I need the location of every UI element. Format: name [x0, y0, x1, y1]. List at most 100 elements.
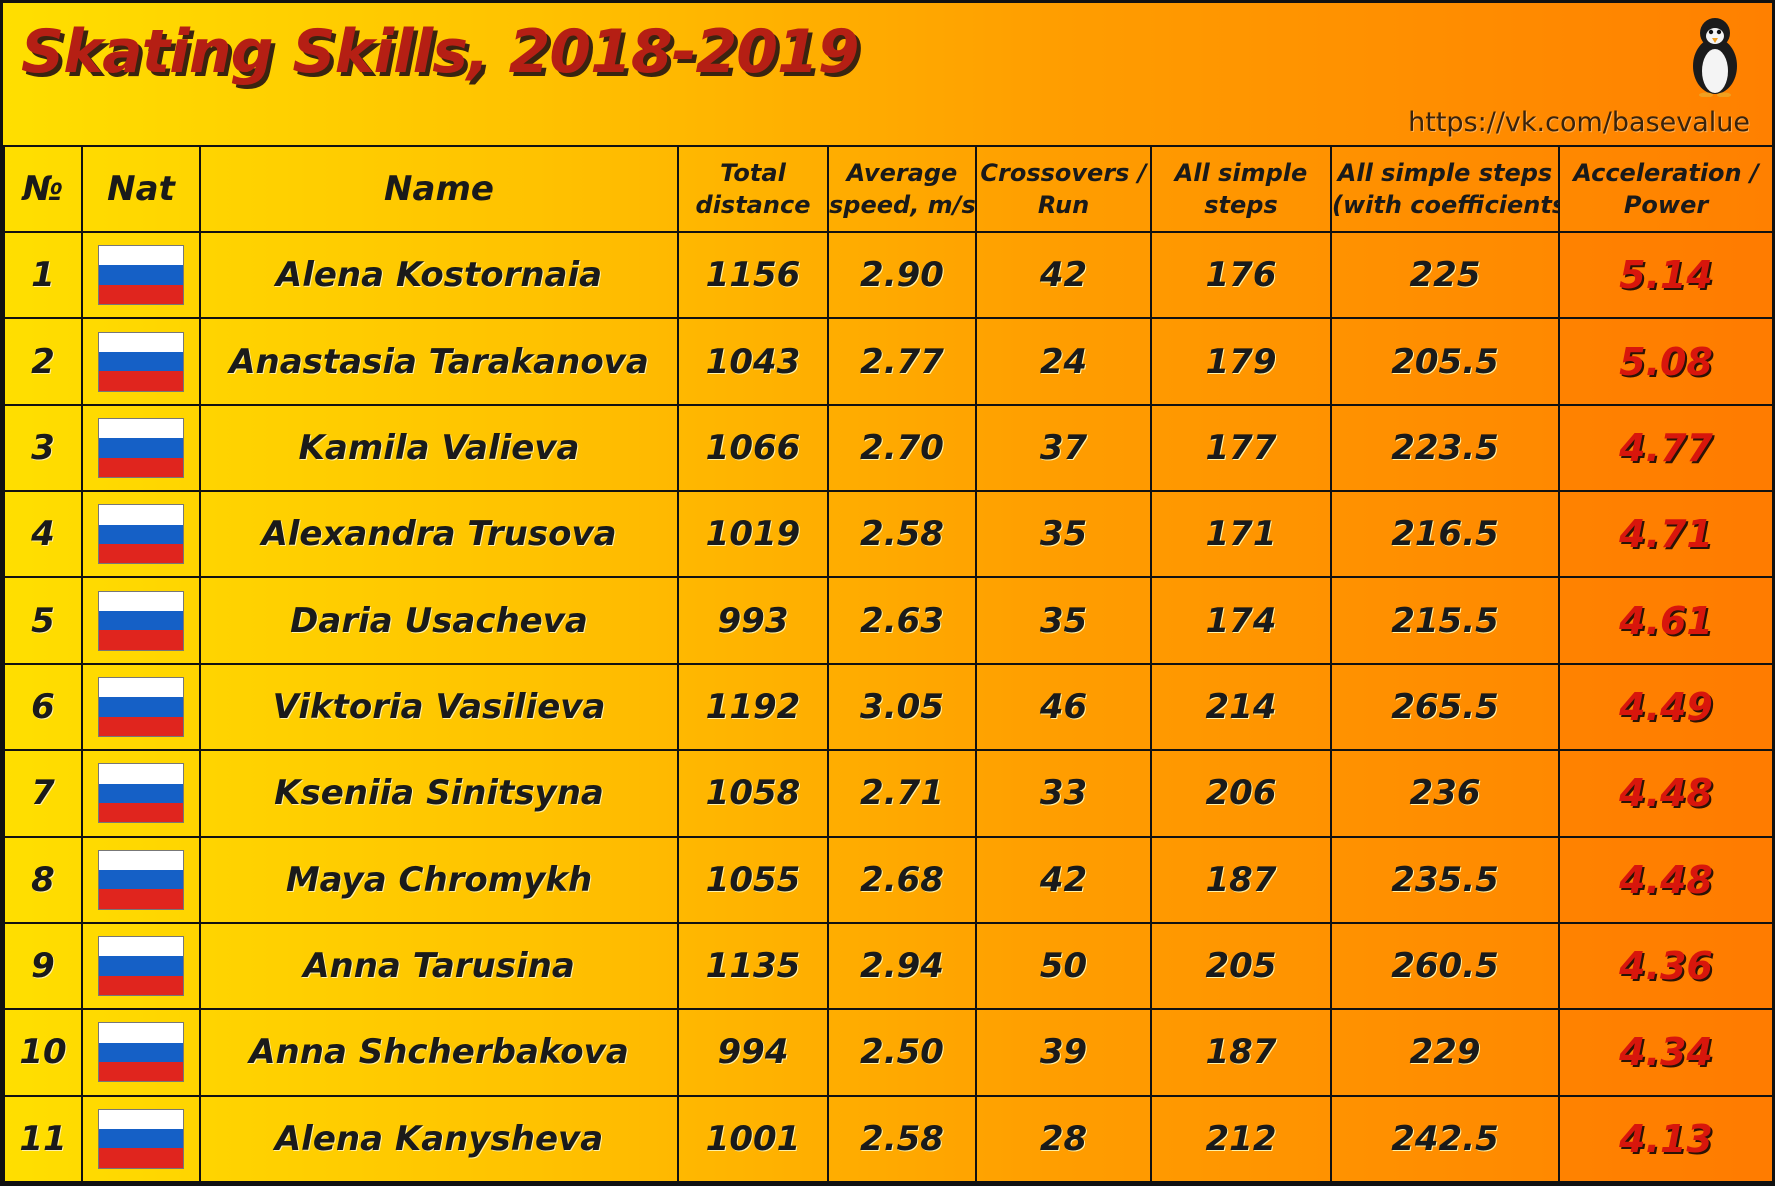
acceleration-power-cell: 4.13: [1558, 1094, 1772, 1183]
nat-cell: [81, 403, 201, 493]
rank-cell: 1: [3, 230, 83, 320]
total-distance-cell: 1055: [677, 835, 829, 924]
average-speed-cell: 2.50: [827, 1008, 977, 1097]
name-cell: Alexandra Trusova: [199, 490, 679, 579]
rank-cell: 5: [3, 576, 83, 665]
total-distance-cell: 994: [677, 1008, 829, 1097]
acceleration-power-cell: 4.34: [1558, 1008, 1772, 1097]
acceleration-power-cell: 4.49: [1558, 662, 1772, 752]
crossovers-run-cell: 46: [975, 662, 1152, 752]
average-speed-cell: 2.71: [827, 749, 977, 838]
simple-steps-cell: 187: [1150, 835, 1332, 924]
table-row: 7 Kseniia Sinitsyna 1058 2.71 33 206 236 4.48: [3, 749, 1772, 838]
table-row: 4 Alexandra Trusova 1019 2.58 35 171 216.5 4.71: [3, 490, 1772, 579]
table-row: 11 Alena Kanysheva 1001 2.58 28 212 242.5 4.13: [3, 1094, 1772, 1183]
total-distance-cell: 1066: [677, 403, 829, 493]
simple-steps-coef-cell: 215.5: [1330, 576, 1560, 665]
acceleration-power-cell: 4.61: [1558, 576, 1772, 665]
header-label: Average: [846, 159, 958, 187]
simple-steps-cell: 174: [1150, 576, 1332, 665]
source-link[interactable]: https://vk.com/basevalue: [1408, 107, 1750, 138]
table-header-row: № Nat Name Total distance Average speed, m/s Cr…: [3, 145, 1772, 233]
rank-cell: 2: [3, 317, 83, 406]
crossovers-run-cell: 35: [975, 576, 1152, 665]
rank-cell: 4: [3, 490, 83, 579]
simple-steps-cell: 205: [1150, 921, 1332, 1011]
header-label: Crossovers /: [980, 159, 1147, 187]
nat-cell: [81, 921, 201, 1011]
russia-flag-icon: [98, 331, 184, 392]
header-label: All simple steps: [1337, 159, 1553, 187]
simple-steps-coef-cell: 260.5: [1330, 921, 1560, 1011]
total-distance-cell: 1019: [677, 490, 829, 579]
rank-cell: 11: [3, 1094, 83, 1183]
header-label: speed, m/s: [829, 191, 976, 219]
nat-cell: [81, 835, 201, 924]
header-average-speed: Average speed, m/s: [827, 145, 977, 233]
simple-steps-coef-cell: 265.5: [1330, 662, 1560, 752]
rank-cell: 9: [3, 921, 83, 1011]
header-simple-steps-coef: All simple steps (with coefficients): [1330, 145, 1560, 233]
skating-skills-table: № Nat Name Total distance Average speed, m/s Cr…: [3, 145, 1772, 1183]
crossovers-run-cell: 42: [975, 835, 1152, 924]
simple-steps-cell: 176: [1150, 230, 1332, 320]
rank-cell: 7: [3, 749, 83, 838]
rank-cell: 6: [3, 662, 83, 752]
total-distance-cell: 1192: [677, 662, 829, 752]
table-row: 5 Daria Usacheva 993 2.63 35 174 215.5 4.61: [3, 576, 1772, 665]
rank-cell: 8: [3, 835, 83, 924]
nat-cell: [81, 317, 201, 406]
header-label: Power: [1623, 191, 1709, 219]
header-total-distance: Total distance: [677, 145, 829, 233]
crossovers-run-cell: 24: [975, 317, 1152, 406]
acceleration-power-cell: 4.71: [1558, 490, 1772, 579]
simple-steps-coef-cell: 229: [1330, 1008, 1560, 1097]
header-label: Run: [1037, 191, 1090, 219]
simple-steps-cell: 179: [1150, 317, 1332, 406]
rank-cell: 10: [3, 1008, 83, 1097]
header-label: All simple: [1174, 159, 1308, 187]
average-speed-cell: 2.58: [827, 1094, 977, 1183]
simple-steps-coef-cell: 236: [1330, 749, 1560, 838]
total-distance-cell: 1058: [677, 749, 829, 838]
nat-cell: [81, 1094, 201, 1183]
simple-steps-cell: 187: [1150, 1008, 1332, 1097]
nat-cell: [81, 576, 201, 665]
simple-steps-cell: 171: [1150, 490, 1332, 579]
header-label: Total: [720, 159, 786, 187]
average-speed-cell: 2.94: [827, 921, 977, 1011]
name-cell: Alena Kanysheva: [199, 1094, 679, 1183]
header-crossovers-run: Crossovers / Run: [975, 145, 1152, 233]
acceleration-power-cell: 4.48: [1558, 835, 1772, 924]
simple-steps-coef-cell: 223.5: [1330, 403, 1560, 493]
header-label: (with coefficients): [1332, 191, 1559, 219]
name-cell: Alena Kostornaia: [199, 230, 679, 320]
simple-steps-coef-cell: 205.5: [1330, 317, 1560, 406]
crossovers-run-cell: 42: [975, 230, 1152, 320]
average-speed-cell: 2.58: [827, 490, 977, 579]
crossovers-run-cell: 35: [975, 490, 1152, 579]
russia-flag-icon: [98, 504, 184, 565]
header-acceleration-power: Acceleration / Power: [1558, 145, 1772, 233]
total-distance-cell: 1043: [677, 317, 829, 406]
russia-flag-icon: [98, 245, 184, 306]
simple-steps-cell: 177: [1150, 403, 1332, 493]
russia-flag-icon: [98, 1022, 184, 1083]
header-label: №: [22, 169, 64, 209]
russia-flag-icon: [98, 849, 184, 910]
acceleration-power-cell: 4.77: [1558, 403, 1772, 493]
nat-cell: [81, 662, 201, 752]
header-label: Nat: [107, 169, 175, 209]
total-distance-cell: 1156: [677, 230, 829, 320]
russia-flag-icon: [98, 936, 184, 997]
name-cell: Kseniia Sinitsyna: [199, 749, 679, 838]
header-label: steps: [1204, 191, 1278, 219]
table-row: 2 Anastasia Tarakanova 1043 2.77 24 179 205.5 5…: [3, 317, 1772, 406]
header-nat: Nat: [81, 145, 201, 233]
simple-steps-coef-cell: 225: [1330, 230, 1560, 320]
russia-flag-icon: [98, 1108, 184, 1169]
table-row: 8 Maya Chromykh 1055 2.68 42 187 235.5 4.48: [3, 835, 1772, 924]
page-title: Skating Skills, 2018-2019: [21, 17, 859, 87]
acceleration-power-cell: 5.14: [1558, 230, 1772, 320]
